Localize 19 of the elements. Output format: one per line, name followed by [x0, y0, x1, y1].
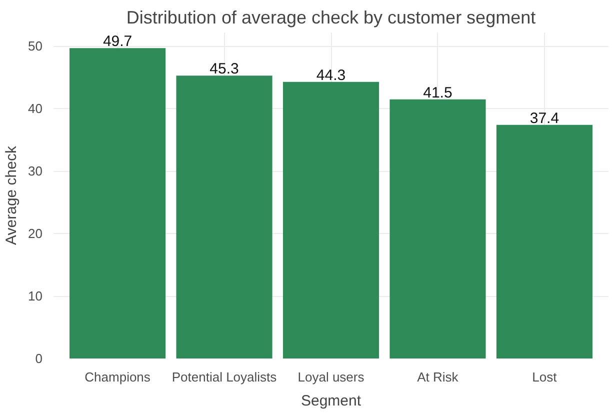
x-tick-label: At Risk: [417, 370, 459, 384]
x-tick-label: Lost: [532, 370, 558, 384]
chart-title: Distribution of average check by customer segment: [126, 8, 536, 28]
data-label: 41.5: [423, 84, 452, 102]
y-tick-label: 20: [28, 226, 43, 242]
x-tick-label: Potential Loyalists: [172, 370, 278, 384]
data-label: 37.4: [530, 110, 560, 127]
x-tick-label: Champions: [84, 370, 151, 384]
y-axis-title: Average check: [3, 146, 20, 245]
y-tick-label: 50: [28, 38, 43, 54]
data-label: 49.7: [102, 33, 132, 50]
y-tick-label: 40: [28, 101, 43, 116]
y-tick-label: 0: [35, 351, 43, 366]
x-axis-title: Segment: [300, 392, 362, 410]
data-label: 45.3: [210, 60, 239, 78]
x-tick-label: Loyal users: [298, 370, 365, 384]
y-tick-label: 10: [28, 288, 43, 304]
y-tick-label: 30: [28, 164, 43, 179]
data-label: 44.3: [316, 66, 346, 84]
